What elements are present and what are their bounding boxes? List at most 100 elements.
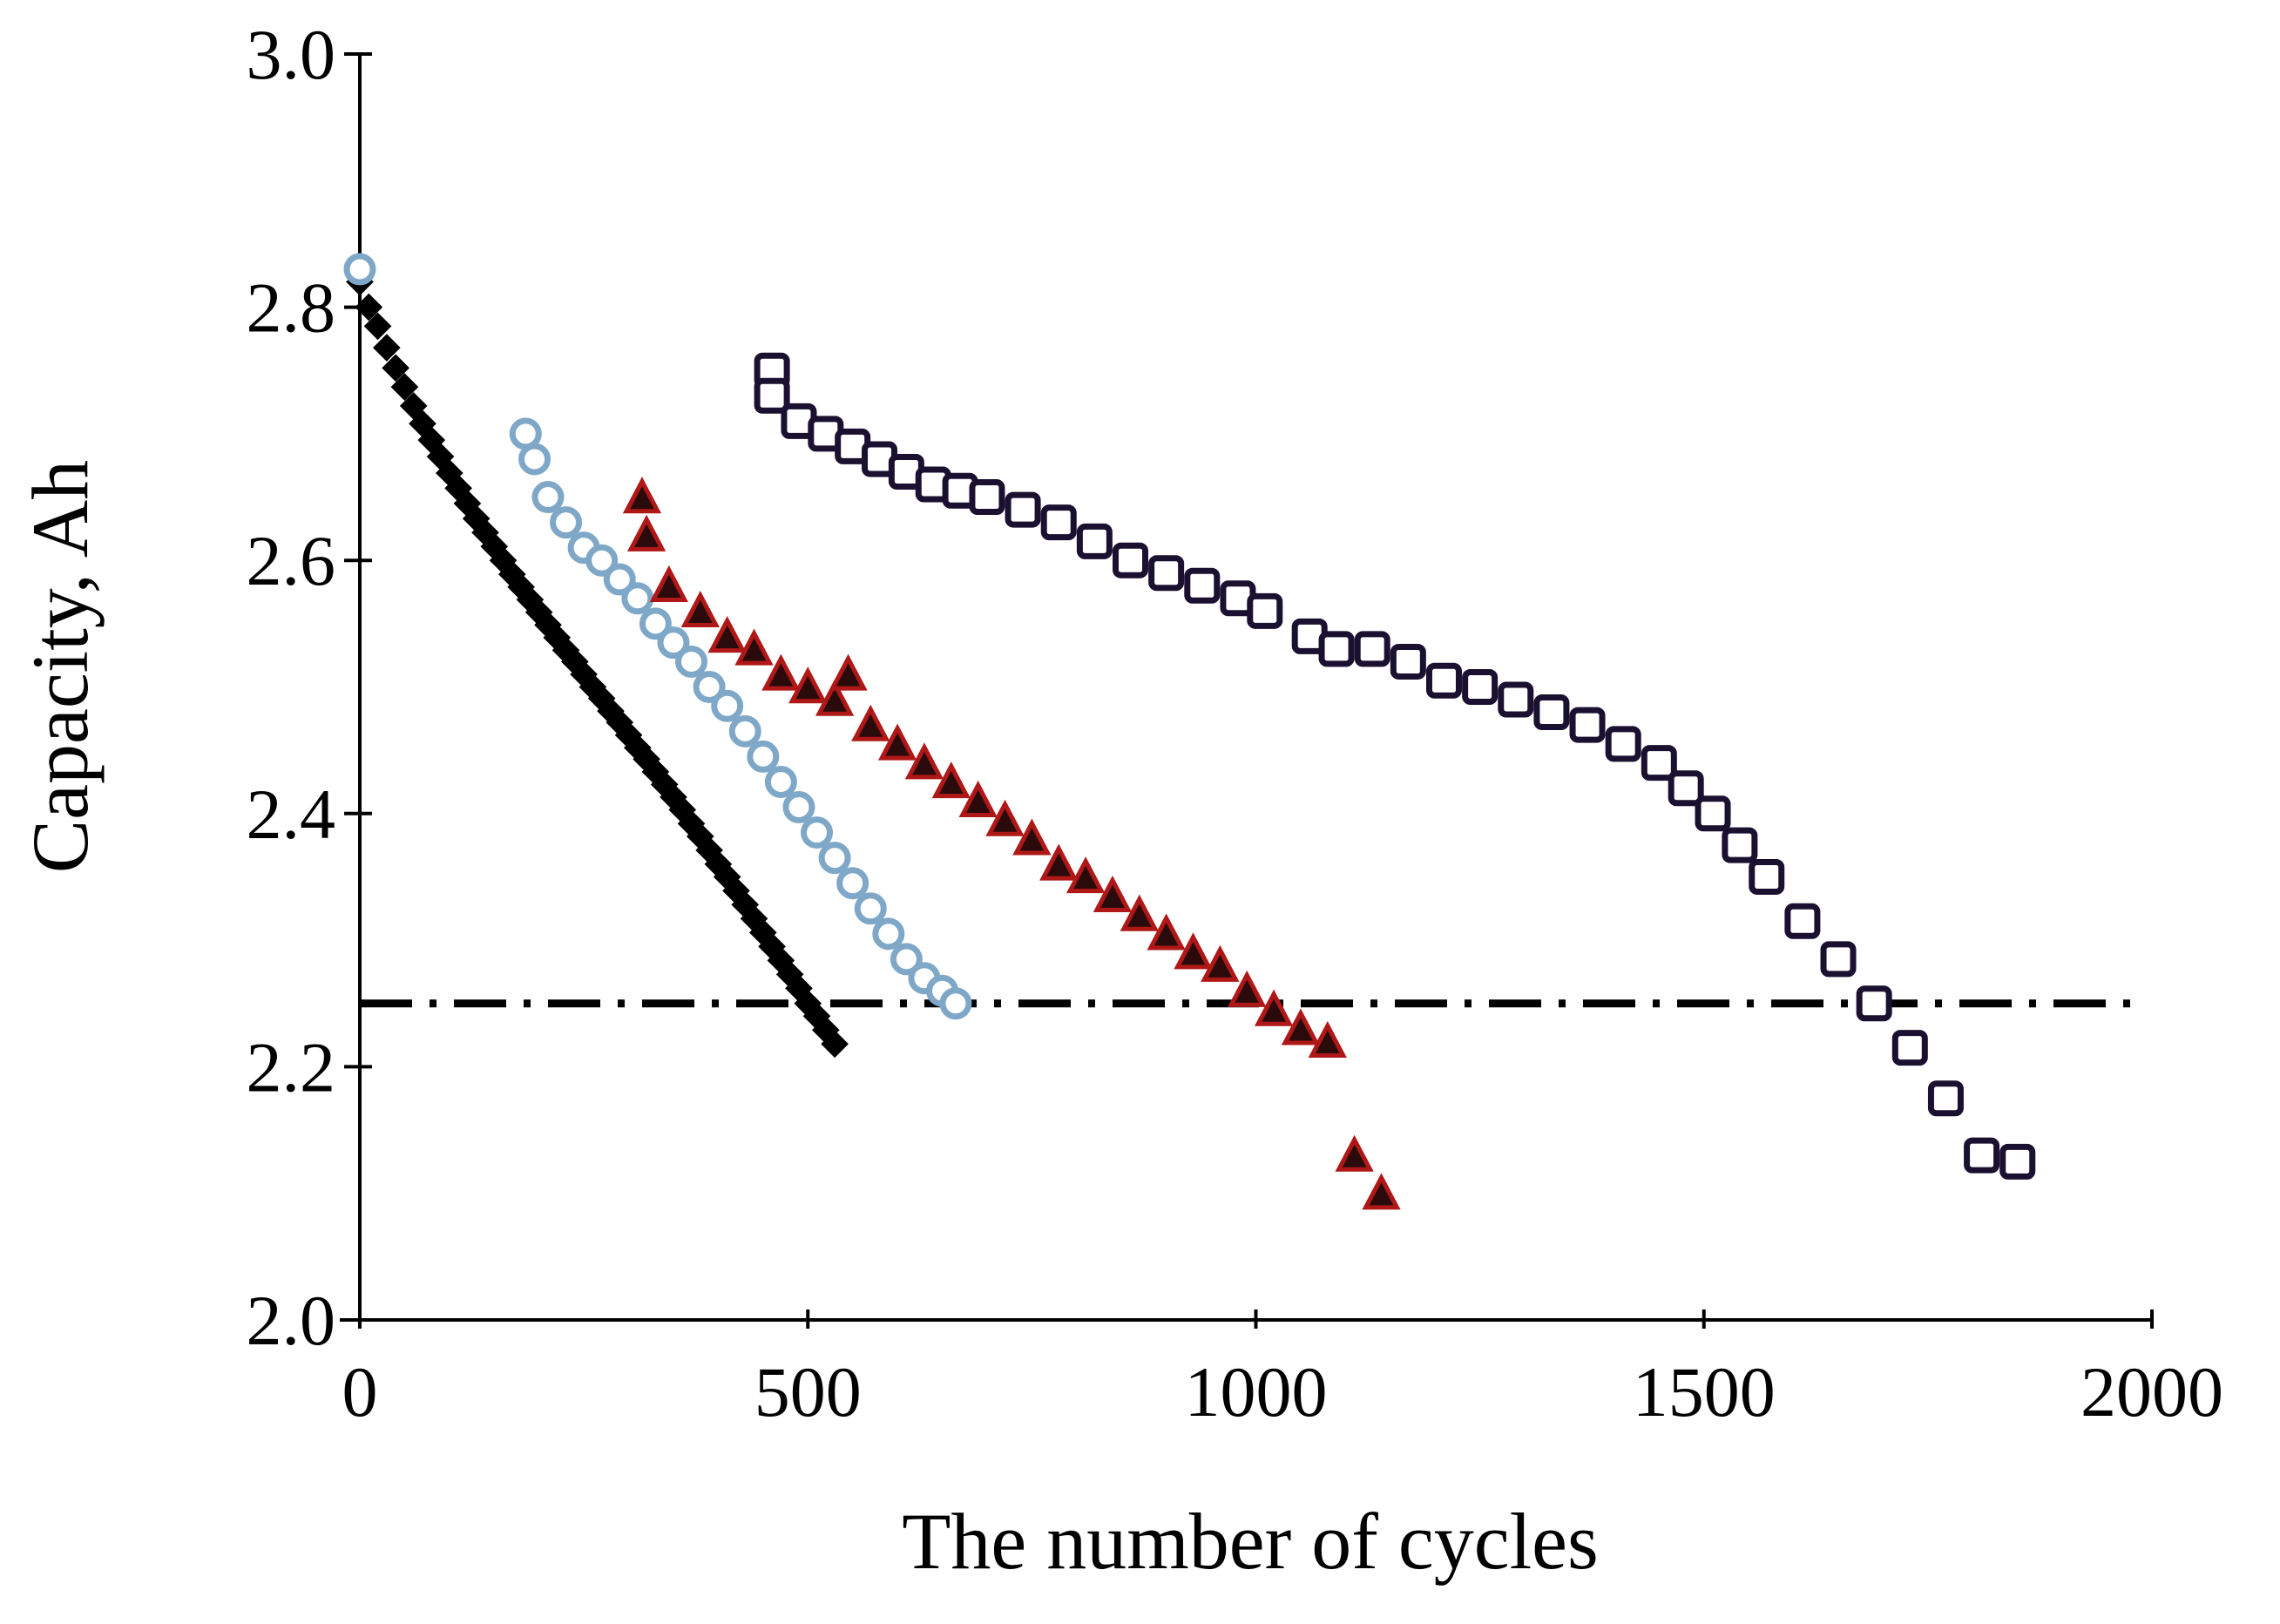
data-point — [509, 417, 542, 450]
data-point — [1856, 985, 1892, 1022]
data-point — [1039, 843, 1079, 881]
data-point — [1120, 894, 1159, 931]
data-point — [693, 671, 726, 703]
data-point — [1605, 726, 1641, 762]
data-point — [958, 780, 998, 817]
data-point — [657, 626, 690, 660]
data-point — [622, 477, 662, 514]
data-point — [1927, 1080, 1964, 1117]
data-point — [734, 628, 774, 666]
data-point — [754, 377, 790, 414]
data-point — [854, 892, 887, 925]
data-point — [355, 293, 383, 321]
data-point — [585, 544, 619, 577]
data-point — [1964, 1137, 2000, 1174]
data-point — [382, 354, 409, 382]
data-point — [877, 723, 917, 761]
y-tick-label: 2.6 — [247, 521, 336, 600]
data-point — [1722, 827, 1758, 863]
series-filled-diamond — [346, 267, 849, 1059]
x-tick-label: 0 — [342, 1352, 378, 1431]
plot-frame — [340, 54, 2154, 1322]
y-tick-label: 3.0 — [247, 15, 336, 94]
data-point — [904, 742, 944, 780]
data-point — [1201, 944, 1240, 982]
data-point — [621, 582, 654, 615]
data-point — [1569, 707, 1606, 743]
data-point — [1318, 631, 1355, 667]
data-point — [675, 645, 708, 678]
series-triangle — [622, 477, 1401, 1210]
y-axis-title: Capacity, Ah — [16, 460, 105, 873]
data-point — [818, 842, 851, 875]
x-tick-label: 1500 — [1633, 1352, 1776, 1431]
data-point — [1999, 1143, 2036, 1180]
x-tick-label: 2000 — [2080, 1352, 2223, 1431]
data-point — [373, 334, 401, 362]
data-point — [1012, 818, 1052, 856]
data-point — [626, 514, 666, 551]
data-point — [1076, 523, 1113, 559]
data-point — [711, 689, 744, 722]
data-point — [761, 653, 801, 691]
x-axis-title: The number of cycles — [902, 1497, 1599, 1586]
data-point — [1354, 631, 1390, 667]
data-point — [399, 392, 428, 420]
data-point — [518, 443, 551, 476]
data-point — [417, 426, 446, 454]
data-point — [1695, 795, 1731, 832]
y-tick-label: 2.2 — [247, 1027, 336, 1106]
data-point — [1335, 1134, 1374, 1172]
data-point — [531, 481, 565, 514]
data-point — [1498, 681, 1534, 718]
data-point — [426, 443, 455, 470]
data-point — [409, 409, 436, 438]
data-point — [836, 867, 869, 900]
data-point — [1641, 745, 1677, 782]
y-tick-label: 2.8 — [247, 268, 336, 348]
data-point — [829, 653, 868, 691]
data-point — [639, 607, 672, 640]
data-point — [1184, 567, 1221, 604]
data-point — [1891, 1030, 1928, 1066]
data-point — [801, 816, 834, 849]
data-point — [788, 667, 828, 704]
data-point — [343, 253, 376, 286]
data-point — [851, 704, 890, 741]
data-point — [939, 987, 972, 1020]
data-point — [931, 761, 971, 799]
data-point — [1425, 662, 1462, 699]
data-point — [1308, 1020, 1347, 1059]
series-open-circle — [343, 253, 972, 1020]
data-point — [728, 714, 761, 748]
data-point — [1147, 913, 1186, 951]
data-point — [390, 373, 419, 401]
data-point — [707, 616, 747, 653]
data-point — [821, 1030, 849, 1059]
data-point — [1462, 669, 1499, 705]
data-point — [1533, 694, 1570, 731]
x-tick-label: 1000 — [1185, 1352, 1328, 1431]
data-point — [815, 679, 855, 716]
data-point — [1254, 989, 1294, 1026]
data-point — [1040, 504, 1077, 541]
data-point — [1390, 643, 1426, 680]
data-point — [680, 590, 720, 628]
y-tick-label: 2.0 — [247, 1281, 336, 1360]
data-point — [1820, 941, 1857, 978]
data-point — [985, 799, 1025, 836]
series-open-square — [754, 352, 2036, 1180]
data-point — [603, 563, 636, 596]
data-point — [890, 943, 923, 976]
data-point — [872, 917, 905, 951]
x-tick-label: 500 — [754, 1352, 862, 1431]
data-point — [649, 565, 688, 602]
data-point — [1228, 970, 1267, 1007]
data-point — [1066, 856, 1106, 894]
data-point — [1281, 1008, 1321, 1045]
data-point — [1093, 875, 1133, 912]
data-point — [969, 479, 1005, 516]
data-point — [363, 312, 392, 341]
data-point — [1005, 491, 1041, 528]
